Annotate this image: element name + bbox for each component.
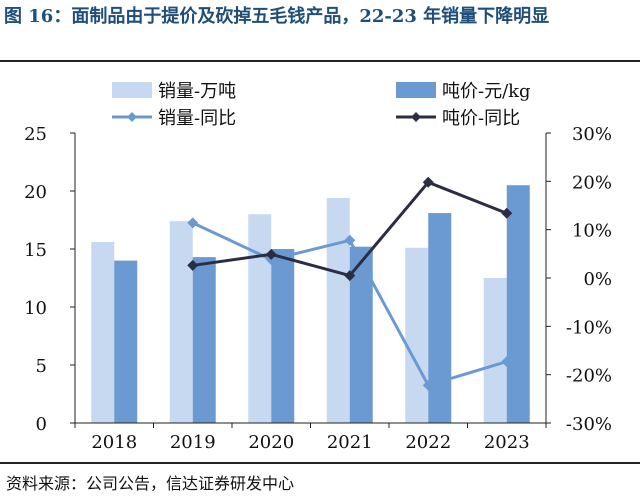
bar-sales-2020 — [248, 214, 272, 423]
source-rule — [0, 462, 640, 464]
point-sales-yoy-2021 — [344, 234, 356, 246]
y-left-tick-label: 25 — [24, 124, 47, 145]
source-note: 资料来源：公司公告，信达证券研发中心 — [6, 474, 295, 493]
y-right-tick-label: 10% — [572, 221, 612, 242]
legend-label-2: 销量-同比 — [158, 108, 236, 129]
x-tick-label: 2021 — [327, 432, 373, 453]
legend-label-3: 吨价-同比 — [442, 108, 520, 129]
y-right-tick-label: -30% — [566, 414, 612, 435]
y-right-tick-label: -10% — [566, 317, 612, 338]
point-sales-yoy-2019 — [187, 217, 199, 229]
legend-marker-3 — [411, 112, 421, 122]
line-group — [187, 176, 513, 391]
bar-price-2021 — [349, 246, 373, 423]
point-price-yoy-2023 — [501, 207, 513, 219]
x-tick-label: 2020 — [248, 432, 294, 453]
x-tick-label: 2023 — [484, 432, 530, 453]
bar-price-2019 — [192, 257, 216, 423]
point-price-yoy-2021 — [344, 270, 356, 282]
axes-group: 0 5 10 15 20 25 -30% -20% -10% 0% 10% 20% 30% 2018 201… — [24, 124, 612, 453]
x-tick-label: 2022 — [405, 432, 451, 453]
x-tick-label: 2018 — [91, 432, 137, 453]
bar-sales-2018 — [91, 242, 115, 423]
bar-sales-2021 — [326, 197, 350, 423]
legend-marker-2 — [127, 112, 137, 122]
y-left-tick-label: 0 — [36, 414, 47, 435]
y-right-tick-label: 0% — [583, 269, 612, 290]
bar-sales-2019 — [169, 221, 193, 423]
point-price-yoy-2019 — [187, 259, 199, 271]
legend-label-0: 销量-万吨 — [158, 81, 236, 102]
bar-price-2023 — [506, 185, 530, 423]
y-right-tick-label: 30% — [572, 124, 612, 145]
title-rule — [0, 60, 640, 62]
legend-swatch-0 — [112, 82, 152, 98]
bar-price-2018 — [114, 260, 138, 423]
bar-sales-2023 — [483, 278, 507, 423]
bar-price-2022 — [428, 213, 452, 423]
figure-title: 图 16：面制品由于提价及砍掉五毛钱产品，22-23 年销量下降明显 — [4, 6, 550, 27]
bar-price-2020 — [271, 249, 295, 423]
y-left-tick-label: 10 — [24, 298, 47, 319]
bar-group — [91, 185, 530, 423]
legend: 销量-万吨 吨价-元/kg 销量-同比 吨价-同比 — [112, 81, 531, 129]
y-left-tick-label: 15 — [24, 240, 47, 261]
point-price-yoy-2020 — [265, 248, 277, 260]
legend-label-1: 吨价-元/kg — [442, 81, 531, 102]
point-price-yoy-2022 — [422, 176, 434, 188]
bar-sales-2022 — [405, 247, 429, 423]
point-sales-yoy-2022 — [422, 379, 434, 391]
point-sales-yoy-2023 — [501, 356, 513, 368]
y-right-tick-label: -20% — [566, 366, 612, 387]
y-left-tick-label: 5 — [36, 356, 47, 377]
x-tick-label: 2019 — [170, 432, 216, 453]
y-right-tick-label: 20% — [572, 172, 612, 193]
legend-swatch-1 — [396, 82, 436, 98]
y-left-tick-label: 20 — [24, 182, 47, 203]
